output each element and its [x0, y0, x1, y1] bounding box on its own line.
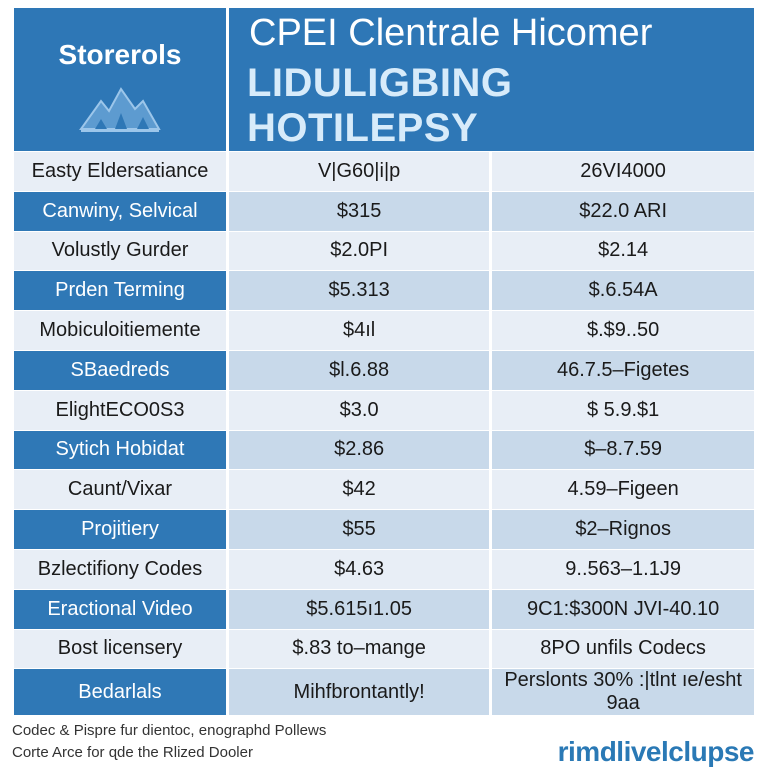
table-row: Canwiny, Selvical $315 $22.0 ARI — [14, 190, 754, 232]
value-cell: $.$9..50 — [489, 310, 754, 351]
value-cell: $5.615ı1.05 — [225, 588, 491, 630]
table-row: SBaedreds $l.6.88 46.7.5–Figetes — [14, 349, 754, 391]
row-label-cell: Mobiculoitiemente — [14, 310, 228, 351]
value-cell: $ 5.9.$1 — [489, 389, 754, 431]
value-cell: $2.0PI — [225, 230, 491, 271]
value-cell: $5.313 — [225, 270, 491, 311]
footer-note-line-2: Corte Arce for ɋde the Rlized Dooler — [12, 744, 253, 761]
value-cell: $4ıl — [225, 310, 491, 351]
row-label-cell: ElightECO0S3 — [14, 389, 228, 431]
value-cell: 26VI4000 — [489, 151, 754, 192]
row-label-cell: Bedarlals — [14, 668, 228, 716]
value-cell: $55 — [225, 509, 491, 550]
value-cell: $22.0 ARI — [489, 190, 754, 232]
value-cell: $315 — [225, 190, 491, 232]
row-label-cell: Prden Terming — [14, 270, 228, 311]
value-cell: $2–Rignos — [489, 509, 754, 550]
table-header-row: Storerols CPEI Clentrale Hicomer LIDULIG… — [14, 8, 754, 152]
value-cell: 46.7.5–Figetes — [489, 349, 754, 391]
brand-name: Storerols — [58, 38, 182, 70]
value-cell: $l.6.88 — [225, 349, 491, 391]
table-row: Prden Terming $5.313 $.6.54A — [14, 270, 754, 311]
value-cell: $–8.7.59 — [489, 429, 754, 470]
row-label-cell: Sytich Hobidat — [14, 429, 228, 470]
table-row: Eractional Video $5.615ı1.05 9C1:$300N JVI… — [14, 588, 754, 630]
value-cell: Perslonts 30% :|tlnt ıe/esht 9aa — [489, 668, 754, 716]
row-label-cell: Canwiny, Selvical — [14, 190, 228, 232]
row-label-cell: Volustly Gurder — [14, 230, 228, 271]
value-cell: 8PO unfils Codecs — [489, 628, 754, 669]
row-label-cell: Easty Eldersatiance — [14, 151, 228, 192]
table-row: Caunt/Vixar $42 4.59–Figeen — [14, 469, 754, 510]
row-label-cell: Bost licensery — [14, 628, 228, 669]
row-label-cell: SBaedreds — [14, 349, 228, 391]
row-label-cell: Caunt/Vixar — [14, 469, 228, 510]
value-cell: $3.0 — [225, 389, 491, 431]
table-row: Volustly Gurder $2.0PI $2.14 — [14, 230, 754, 271]
value-cell: $.83 to–mange — [225, 628, 491, 669]
value-cell: $42 — [225, 469, 491, 510]
table-body: Easty Eldersatiance V|G60|i|p 26VI4000 Canw… — [14, 151, 754, 716]
row-label-cell: Eractional Video — [14, 588, 228, 630]
table-row: Bost licensery $.83 to–mange 8PO unfils Co… — [14, 628, 754, 669]
mountain-logo-icon — [79, 86, 161, 132]
pricing-table: Storerols CPEI Clentrale Hicomer LIDULIG… — [14, 8, 754, 716]
value-cell: $4.63 — [225, 548, 491, 590]
value-cell: $2.14 — [489, 230, 754, 271]
value-cell: Mihfbrontantly! — [225, 668, 491, 716]
value-cell: V|G60|i|p — [225, 151, 491, 192]
row-label-cell: Projitiery — [14, 509, 228, 550]
footer-note-line-1: Codec & Pispre fur dientoc, enographd Po… — [12, 722, 327, 739]
table-row: ElightECO0S3 $3.0 $ 5.9.$1 — [14, 389, 754, 431]
brand-cell: Storerols — [14, 8, 229, 152]
row-label-cell: Bzlectifiony Codes — [14, 548, 228, 590]
table-row: Bedarlals Mihfbrontantly! Perslonts 30% :|… — [14, 668, 754, 716]
table-row: Sytich Hobidat $2.86 $–8.7.59 — [14, 429, 754, 470]
value-cell: $.6.54A — [489, 270, 754, 311]
table-row: Projitiery $55 $2–Rignos — [14, 509, 754, 550]
value-cell: 9..563–1.1J9 — [489, 548, 754, 590]
value-cell: 9C1:$300N JVI-40.10 — [489, 588, 754, 630]
table-row: Easty Eldersatiance V|G60|i|p 26VI4000 — [14, 151, 754, 192]
table-row: Mobiculoitiemente $4ıl $.$9..50 — [14, 310, 754, 351]
value-cell: $2.86 — [225, 429, 491, 470]
title-cell: CPEI Clentrale Hicomer LIDULIGBING HOTIL… — [227, 8, 754, 152]
footer-brand-logo: rimdlivelclupse — [557, 736, 755, 767]
value-cell: 4.59–Figeen — [489, 469, 754, 510]
page-title: CPEI Clentrale Hicomer — [249, 12, 653, 54]
table-row: Bzlectifiony Codes $4.63 9..563–1.1J9 — [14, 548, 754, 590]
page-subtitle: LIDULIGBING HOTILEPSY — [247, 61, 513, 150]
